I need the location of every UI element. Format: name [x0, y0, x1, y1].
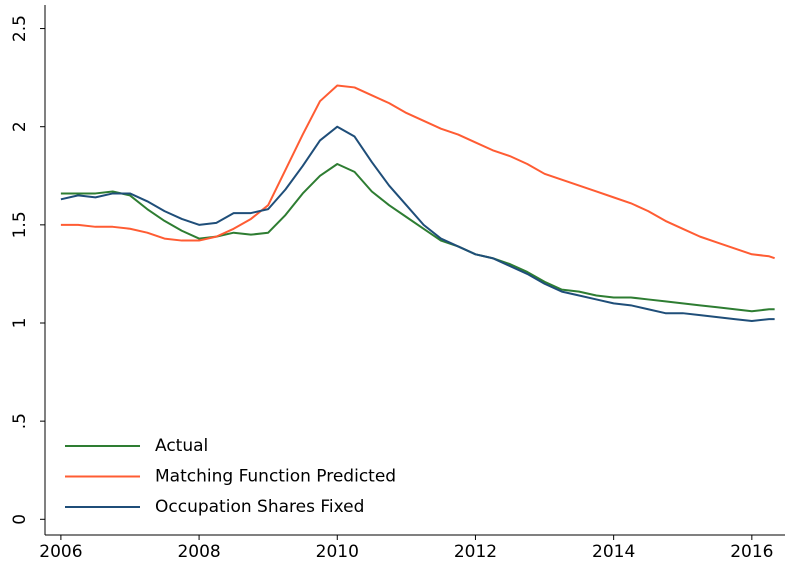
legend-label: Actual — [155, 436, 208, 456]
legend-label: Matching Function Predicted — [155, 467, 396, 487]
y-tick-label: 0 — [10, 514, 30, 525]
legend-label: Occupation Shares Fixed — [155, 497, 364, 517]
x-tick-label: 2010 — [316, 542, 359, 562]
series-line — [60, 163, 775, 313]
x-tick-label: 2014 — [592, 542, 635, 562]
y-tick-label: 1 — [10, 318, 30, 329]
x-tick-label: 2016 — [730, 542, 773, 562]
x-tick-label: 2012 — [454, 542, 497, 562]
series-line — [60, 84, 775, 260]
y-tick-label: .5 — [10, 413, 30, 429]
series-line — [60, 125, 775, 323]
y-tick-label: 2.5 — [10, 15, 30, 42]
y-tick-label: 1.5 — [10, 211, 30, 238]
x-tick-label: 2008 — [177, 542, 220, 562]
y-tick-label: 2 — [10, 121, 30, 132]
x-tick-label: 2006 — [39, 542, 82, 562]
